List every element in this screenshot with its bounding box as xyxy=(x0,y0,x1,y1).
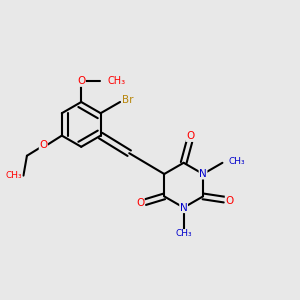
Text: O: O xyxy=(186,131,194,141)
Text: O: O xyxy=(225,196,234,206)
Text: CH₃: CH₃ xyxy=(107,76,125,86)
Text: O: O xyxy=(136,198,144,208)
Text: O: O xyxy=(77,76,86,86)
Text: CH₃: CH₃ xyxy=(228,157,245,166)
Text: CH₃: CH₃ xyxy=(175,230,192,238)
Text: O: O xyxy=(39,140,47,150)
Text: CH₃: CH₃ xyxy=(5,171,22,180)
Text: N: N xyxy=(199,169,207,179)
Text: Br: Br xyxy=(122,95,134,105)
Text: N: N xyxy=(180,202,188,213)
